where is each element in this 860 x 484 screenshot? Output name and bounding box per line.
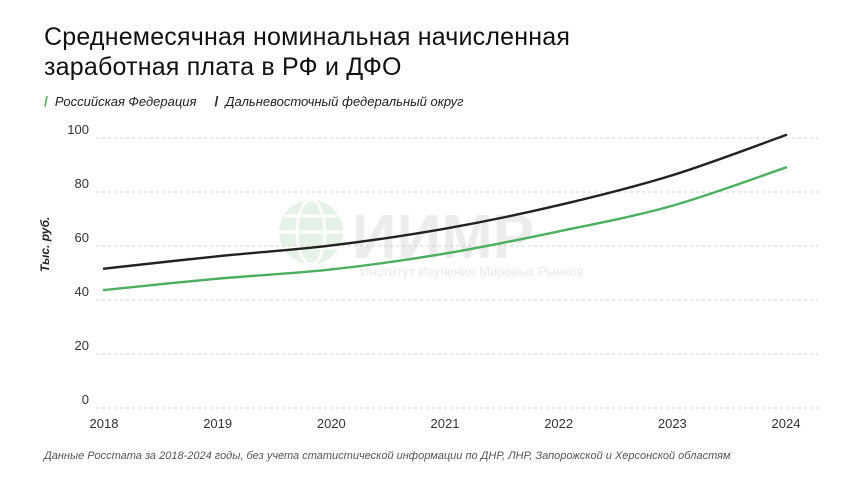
grid	[96, 137, 818, 409]
data-point-1-2021	[443, 227, 447, 230]
legend: / Российская Федерация / Дальневосточный…	[44, 93, 464, 109]
data-point-1-2024	[784, 133, 788, 137]
data-point-1-2019	[216, 255, 219, 258]
data-point-0-2020	[330, 268, 333, 271]
source-note: Данные Росстата за 2018-2024 годы, без у…	[44, 450, 731, 462]
data-point-1-2023	[671, 174, 674, 177]
data-point-0-2024	[784, 166, 788, 169]
y-tick-labels: 0 20 40 60 80 100	[67, 122, 89, 407]
x-tick-label: 2023	[658, 416, 687, 431]
y-tick-label: 60	[75, 230, 89, 245]
data-point-0-2021	[443, 252, 447, 255]
legend-label-rf: Российская Федерация	[54, 93, 197, 109]
x-tick-label: 2022	[544, 416, 573, 431]
legend-item-dfo: / Дальневосточный федеральный округ	[214, 93, 463, 109]
x-tick-label: 2021	[431, 416, 460, 431]
legend-swatch-rf-icon: /	[44, 93, 48, 109]
legend-item-rf: / Российская Федерация	[44, 93, 196, 109]
legend-label-dfo: Дальневосточный федеральный округ	[225, 93, 464, 109]
chart-title-line-2: заработная плата в РФ и ДФО	[44, 53, 402, 81]
watermark-brand: ИИМР	[352, 203, 534, 272]
chart-title: Среднемесячная номинальная начисленная з…	[44, 22, 684, 82]
watermark: ИИМР Институт Изучения Мировых Рынков	[279, 198, 583, 279]
y-tick-label: 80	[75, 176, 89, 191]
watermark-subtitle: Институт Изучения Мировых Рынков	[360, 264, 583, 279]
y-tick-label: 0	[82, 392, 89, 407]
x-tick-label: 2020	[317, 416, 346, 431]
y-tick-label: 100	[67, 122, 89, 137]
data-point-1-2020	[330, 244, 333, 247]
y-tick-label: 40	[75, 284, 89, 299]
x-tick-labels: 2018 2019 2020 2021 2022 2023 2024	[90, 416, 801, 431]
x-tick-label: 2019	[203, 416, 232, 431]
legend-swatch-dfo-icon: /	[214, 93, 219, 109]
data-point-0-2019	[216, 277, 219, 280]
watermark-globe-icon	[279, 198, 343, 266]
data-point-0-2023	[671, 204, 674, 207]
x-tick-label: 2024	[772, 416, 801, 431]
data-point-0-2022	[557, 230, 560, 233]
data-point-1-2018	[102, 267, 106, 270]
x-tick-label: 2018	[90, 416, 119, 431]
data-point-0-2018	[102, 288, 106, 292]
chart-title-line-1: Среднемесячная номинальная начисленная	[44, 23, 571, 51]
series	[102, 133, 788, 292]
data-point-1-2022	[557, 204, 560, 207]
y-tick-label: 20	[75, 338, 89, 353]
